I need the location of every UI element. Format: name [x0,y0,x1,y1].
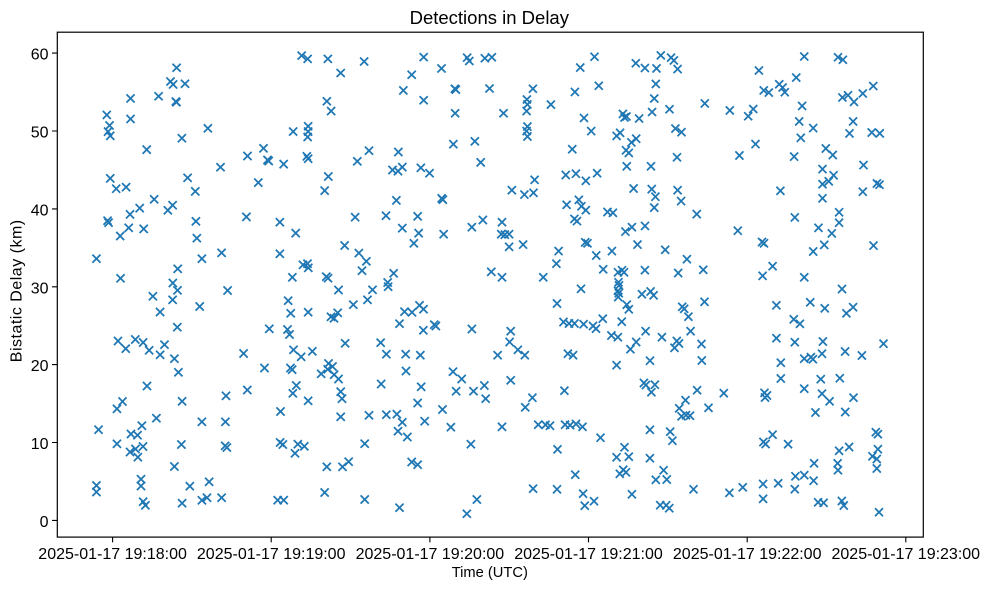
svg-text:20: 20 [31,358,49,375]
svg-text:Detections in Delay: Detections in Delay [410,7,570,28]
svg-text:2025-01-17 19:23:00: 2025-01-17 19:23:00 [832,546,981,563]
svg-text:10: 10 [31,436,49,453]
svg-text:Time (UTC): Time (UTC) [452,565,528,581]
svg-text:2025-01-17 19:20:00: 2025-01-17 19:20:00 [356,546,505,563]
svg-text:2025-01-17 19:21:00: 2025-01-17 19:21:00 [514,546,663,563]
svg-text:Bistatic Delay (km): Bistatic Delay (km) [9,219,26,362]
svg-text:0: 0 [40,514,49,531]
svg-text:2025-01-17 19:18:00: 2025-01-17 19:18:00 [38,546,187,563]
svg-text:40: 40 [31,203,49,220]
svg-text:50: 50 [31,125,49,142]
svg-text:2025-01-17 19:19:00: 2025-01-17 19:19:00 [197,546,346,563]
svg-text:30: 30 [31,280,49,297]
svg-text:2025-01-17 19:22:00: 2025-01-17 19:22:00 [673,546,822,563]
svg-text:60: 60 [31,47,49,64]
